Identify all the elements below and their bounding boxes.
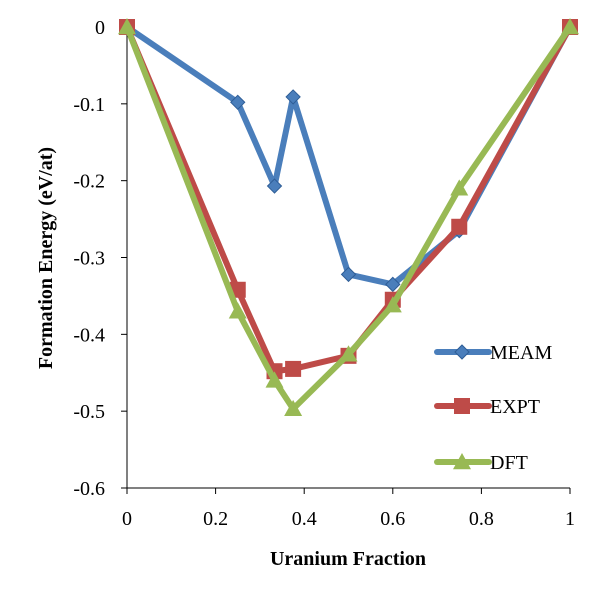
legend-item-expt: EXPT xyxy=(434,396,540,418)
data-point-dft xyxy=(265,371,284,388)
x-tick-label: 0.4 xyxy=(292,508,317,530)
y-tick-label: -0.6 xyxy=(73,478,105,500)
data-point-dft xyxy=(561,18,579,35)
x-tick-label: 1 xyxy=(565,508,575,530)
y-tick-label: -0.3 xyxy=(73,248,105,270)
y-tick-label: -0.2 xyxy=(73,171,105,193)
legend-label-dft: DFT xyxy=(490,452,528,474)
series-line-expt xyxy=(124,24,573,375)
y-tick-label: -0.4 xyxy=(73,324,105,346)
data-point-expt xyxy=(451,218,468,235)
legend-label-expt: EXPT xyxy=(490,396,540,418)
data-point-expt xyxy=(285,360,302,377)
data-point-meam xyxy=(454,344,470,360)
x-tick-label: 0.8 xyxy=(469,508,494,530)
series-expt xyxy=(119,19,578,380)
data-point-dft xyxy=(453,453,471,470)
legend-item-dft: DFT xyxy=(434,452,528,474)
axes xyxy=(126,27,570,489)
data-point-dft xyxy=(383,296,402,313)
series xyxy=(118,18,579,417)
x-axis-title: Uranium Fraction xyxy=(270,548,426,570)
data-point-meam xyxy=(266,178,283,194)
data-point-dft xyxy=(450,179,469,196)
x-tick-label: 0 xyxy=(122,508,132,530)
data-point-meam xyxy=(230,94,246,111)
data-point-dft xyxy=(118,18,136,35)
legend-label-meam: MEAM xyxy=(490,342,552,364)
data-point-expt xyxy=(454,398,470,414)
y-tick-label: 0 xyxy=(95,17,105,39)
series-line-meam xyxy=(124,24,573,288)
series-meam xyxy=(119,19,578,293)
data-point-meam xyxy=(340,266,357,283)
data-point-dft xyxy=(339,345,358,362)
x-tick-label: 0.2 xyxy=(203,508,228,530)
data-point-dft xyxy=(284,399,303,417)
y-tick-label: -0.5 xyxy=(73,401,105,423)
y-axis-title: Formation Energy (eV/at) xyxy=(35,147,57,369)
series-dft xyxy=(118,18,579,417)
series-line-dft xyxy=(124,24,573,412)
ticks: 0 -0.1 -0.2 -0.3 -0.4 -0.5 -0.6 0 0.2 0.4 0.6 0.8 1 xyxy=(73,17,575,530)
legend-item-meam: MEAM xyxy=(434,342,552,364)
data-point-meam xyxy=(385,276,401,293)
data-point-meam xyxy=(285,89,301,105)
data-point-dft xyxy=(228,302,247,319)
legend: MEAM EXPT DFT xyxy=(434,342,552,474)
y-tick-label: -0.1 xyxy=(73,94,105,116)
x-tick-label: 0.6 xyxy=(380,508,405,530)
